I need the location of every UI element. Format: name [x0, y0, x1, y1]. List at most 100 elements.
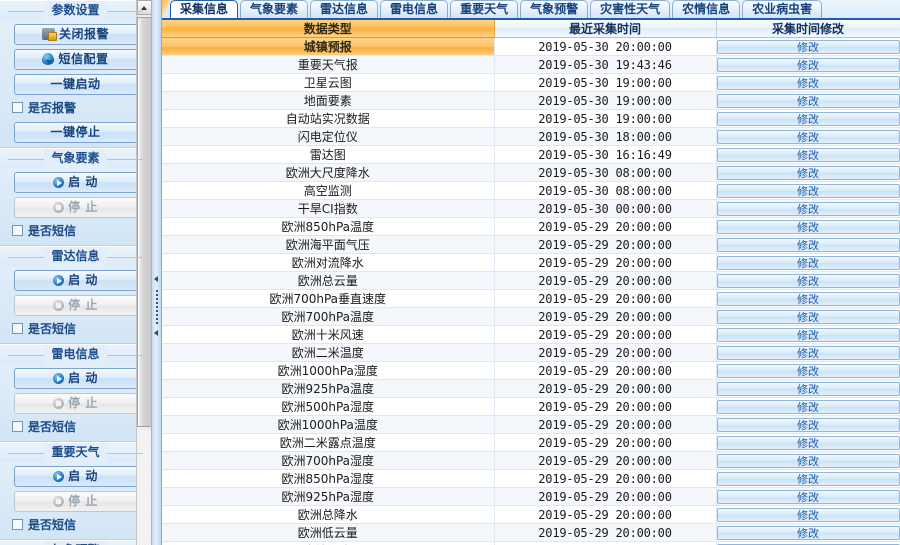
- button-关闭报警[interactable]: 关闭报警: [13, 24, 138, 45]
- button-启动[interactable]: 启 动: [13, 368, 138, 389]
- button-短信配置[interactable]: 短信配置: [13, 49, 138, 70]
- cell-data-type[interactable]: 重要天气报: [162, 55, 495, 74]
- modify-button[interactable]: 修改: [716, 129, 899, 144]
- modify-button[interactable]: 修改: [716, 435, 899, 450]
- cell-data-type[interactable]: 欧洲海平面气压: [162, 235, 495, 254]
- modify-button[interactable]: 修改: [716, 183, 899, 198]
- cell-data-type[interactable]: 欧洲850hPa湿度: [162, 469, 495, 488]
- table-row[interactable]: 闪电定位仪 2019-05-30 18:00:00 修改: [162, 127, 900, 146]
- checkbox-是否短信[interactable]: 是否短信: [0, 218, 151, 241]
- table-row[interactable]: 欧洲850hPa温度 2019-05-29 20:00:00 修改: [162, 217, 900, 236]
- modify-button[interactable]: 修改: [716, 255, 899, 270]
- cell-data-type[interactable]: 欧洲二米露点温度: [162, 433, 495, 452]
- modify-button[interactable]: 修改: [716, 93, 899, 108]
- table-row[interactable]: 欧洲1000hPa湿度 2019-05-29 20:00:00 修改: [162, 361, 900, 380]
- modify-button[interactable]: 修改: [716, 291, 899, 306]
- cell-data-type[interactable]: 欧洲总降水: [162, 505, 495, 524]
- table-row[interactable]: 高空监测 2019-05-30 08:00:00 修改: [162, 181, 900, 200]
- modify-button[interactable]: 修改: [716, 399, 899, 414]
- cell-data-type[interactable]: 欧洲二米温度: [162, 343, 495, 362]
- tab-重要天气[interactable]: 重要天气: [450, 0, 519, 18]
- modify-button[interactable]: 修改: [716, 345, 899, 360]
- cell-data-type[interactable]: 干旱CI指数: [162, 199, 495, 218]
- checkbox-box-icon[interactable]: [12, 519, 23, 530]
- checkbox-box-icon[interactable]: [12, 102, 23, 113]
- modify-button[interactable]: 修改: [716, 525, 899, 540]
- tab-采集信息[interactable]: 采集信息: [170, 0, 239, 18]
- cell-data-type[interactable]: 城镇预报: [162, 37, 495, 56]
- cell-data-type[interactable]: 欧洲十米风速: [162, 325, 495, 344]
- cell-data-type[interactable]: 欧洲925hPa湿度: [162, 487, 495, 506]
- column-header-modify-time[interactable]: 采集时间修改: [716, 20, 900, 38]
- splitter-expand-arrow-icon[interactable]: [154, 330, 158, 336]
- splitter-collapse-arrow-icon[interactable]: [154, 276, 158, 282]
- cell-data-type[interactable]: 雷达图: [162, 145, 495, 164]
- column-header-data-type[interactable]: 数据类型: [162, 20, 495, 38]
- table-row[interactable]: 欧洲700hPa垂直速度 2019-05-29 20:00:00 修改: [162, 289, 900, 308]
- scrollbar-thumb[interactable]: [137, 17, 151, 427]
- button-一键停止[interactable]: 一键停止: [13, 122, 138, 143]
- button-启动[interactable]: 启 动: [13, 466, 138, 487]
- table-row[interactable]: 欧洲1000hPa温度 2019-05-29 20:00:00 修改: [162, 415, 900, 434]
- table-row[interactable]: 欧洲700hPa温度 2019-05-29 20:00:00 修改: [162, 307, 900, 326]
- modify-button[interactable]: 修改: [716, 39, 899, 54]
- modify-button[interactable]: 修改: [716, 219, 899, 234]
- tab-气象要素[interactable]: 气象要素: [240, 0, 309, 18]
- table-row[interactable]: 欧洲对流降水 2019-05-29 20:00:00 修改: [162, 253, 900, 272]
- checkbox-是否短信[interactable]: 是否短信: [0, 414, 151, 437]
- cell-data-type[interactable]: 欧洲700hPa温度: [162, 307, 495, 326]
- cell-data-type[interactable]: 卫星云图: [162, 73, 495, 92]
- modify-button[interactable]: 修改: [716, 363, 899, 378]
- table-row[interactable]: 欧洲700hPa湿度 2019-05-29 20:00:00 修改: [162, 451, 900, 470]
- checkbox-是否短信[interactable]: 是否短信: [0, 316, 151, 339]
- tab-农情信息[interactable]: 农情信息: [672, 0, 741, 18]
- table-row[interactable]: 重要天气报 2019-05-30 19:43:46 修改: [162, 55, 900, 74]
- table-row[interactable]: 欧洲总云量 2019-05-29 20:00:00 修改: [162, 271, 900, 290]
- modify-button[interactable]: 修改: [716, 147, 899, 162]
- modify-button[interactable]: 修改: [716, 453, 899, 468]
- table-row[interactable]: 欧洲二米露点温度 2019-05-29 20:00:00 修改: [162, 433, 900, 452]
- checkbox-box-icon[interactable]: [12, 421, 23, 432]
- cell-data-type[interactable]: 欧洲500hPa湿度: [162, 397, 495, 416]
- cell-data-type[interactable]: 土壤湿度: [162, 541, 495, 545]
- panel-splitter[interactable]: [152, 0, 162, 545]
- modify-button[interactable]: 修改: [716, 111, 899, 126]
- tab-雷达信息[interactable]: 雷达信息: [310, 0, 379, 18]
- modify-button[interactable]: 修改: [716, 57, 899, 72]
- button-启动[interactable]: 启 动: [13, 172, 138, 193]
- modify-button[interactable]: 修改: [716, 237, 899, 252]
- tab-雷电信息[interactable]: 雷电信息: [380, 0, 449, 18]
- modify-button[interactable]: 修改: [716, 309, 899, 324]
- table-row[interactable]: 欧洲十米风速 2019-05-29 20:00:00 修改: [162, 325, 900, 344]
- table-row[interactable]: 欧洲925hPa湿度 2019-05-29 20:00:00 修改: [162, 487, 900, 506]
- tab-灾害性天气[interactable]: 灾害性天气: [590, 0, 671, 18]
- cell-data-type[interactable]: 地面要素: [162, 91, 495, 110]
- table-row[interactable]: 干旱CI指数 2019-05-30 00:00:00 修改: [162, 199, 900, 218]
- checkbox-box-icon[interactable]: [12, 225, 23, 236]
- cell-data-type[interactable]: 欧洲大尺度降水: [162, 163, 495, 182]
- modify-button[interactable]: 修改: [716, 489, 899, 504]
- table-row[interactable]: 地面要素 2019-05-30 19:00:00 修改: [162, 91, 900, 110]
- checkbox-是否短信[interactable]: 是否短信: [0, 512, 151, 535]
- modify-button[interactable]: 修改: [716, 381, 899, 396]
- cell-data-type[interactable]: 欧洲总云量: [162, 271, 495, 290]
- cell-data-type[interactable]: 闪电定位仪: [162, 127, 495, 146]
- table-row[interactable]: 欧洲850hPa湿度 2019-05-29 20:00:00 修改: [162, 469, 900, 488]
- table-row[interactable]: 欧洲大尺度降水 2019-05-30 08:00:00 修改: [162, 163, 900, 182]
- modify-button[interactable]: 修改: [716, 471, 899, 486]
- cell-data-type[interactable]: 高空监测: [162, 181, 495, 200]
- modify-button[interactable]: 修改: [716, 75, 899, 90]
- cell-data-type[interactable]: 欧洲1000hPa温度: [162, 415, 495, 434]
- tab-气象预警[interactable]: 气象预警: [520, 0, 589, 18]
- cell-data-type[interactable]: 欧洲低云量: [162, 523, 495, 542]
- scroll-up-arrow-icon[interactable]: [137, 0, 151, 15]
- scrollbar-track[interactable]: [137, 430, 151, 545]
- modify-button[interactable]: 修改: [716, 273, 899, 288]
- column-header-last-collect[interactable]: 最近采集时间: [494, 20, 717, 38]
- button-一键启动[interactable]: 一键启动: [13, 74, 138, 95]
- cell-data-type[interactable]: 欧洲1000hPa湿度: [162, 361, 495, 380]
- cell-data-type[interactable]: 欧洲700hPa垂直速度: [162, 289, 495, 308]
- table-row[interactable]: 欧洲低云量 2019-05-29 20:00:00 修改: [162, 523, 900, 542]
- table-row[interactable]: 雷达图 2019-05-30 16:16:49 修改: [162, 145, 900, 164]
